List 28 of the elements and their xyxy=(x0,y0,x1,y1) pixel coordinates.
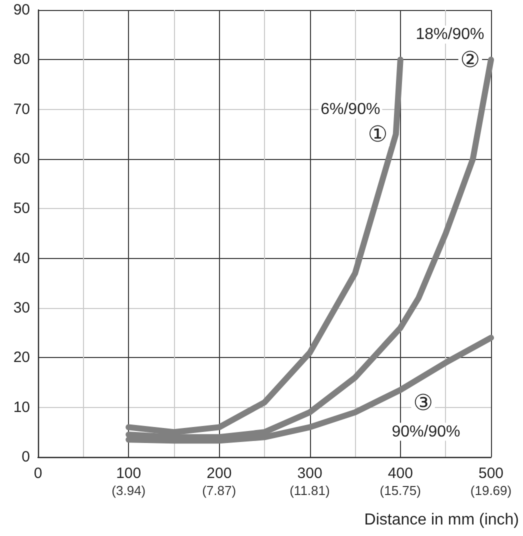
series-label: 90%/90% xyxy=(392,423,460,440)
annotation: ① xyxy=(368,122,388,147)
y-tick-label: 30 xyxy=(13,300,30,316)
y-tick-label: 90 xyxy=(13,2,30,18)
x-tick-label: 100 xyxy=(116,465,142,482)
annotation: ② xyxy=(460,47,480,72)
x-tick-label: 300 xyxy=(297,465,322,482)
x2-tick-label: (15.75) xyxy=(380,483,421,498)
x-tick-label: 400 xyxy=(388,465,413,482)
x2-tick-label: (3.94) xyxy=(112,483,146,498)
x-tick-label: 0 xyxy=(34,465,42,482)
y-tick-label: 50 xyxy=(13,200,30,218)
y-tick-label: 40 xyxy=(13,250,30,267)
y-tick-label: 80 xyxy=(13,51,30,68)
x2-tick-label: (11.81) xyxy=(290,483,330,498)
y-tick-label: 0 xyxy=(22,448,30,466)
y-tick-label: 10 xyxy=(13,398,30,416)
series-label: 18%/90% xyxy=(416,26,484,44)
x-tick-label: 200 xyxy=(206,465,232,482)
y-tick-label: 60 xyxy=(13,150,30,168)
annotation: ③ xyxy=(413,390,433,415)
y-tick-label: 20 xyxy=(13,349,30,366)
x-axis-title: Distance in mm (inch) xyxy=(364,512,519,528)
y-tick-label: 70 xyxy=(13,100,30,118)
series-label: 6%/90% xyxy=(320,101,380,118)
x2-tick-label: (19.69) xyxy=(470,483,512,498)
x2-tick-label: (7.87) xyxy=(202,483,236,498)
x-tick-label: 500 xyxy=(478,465,504,482)
